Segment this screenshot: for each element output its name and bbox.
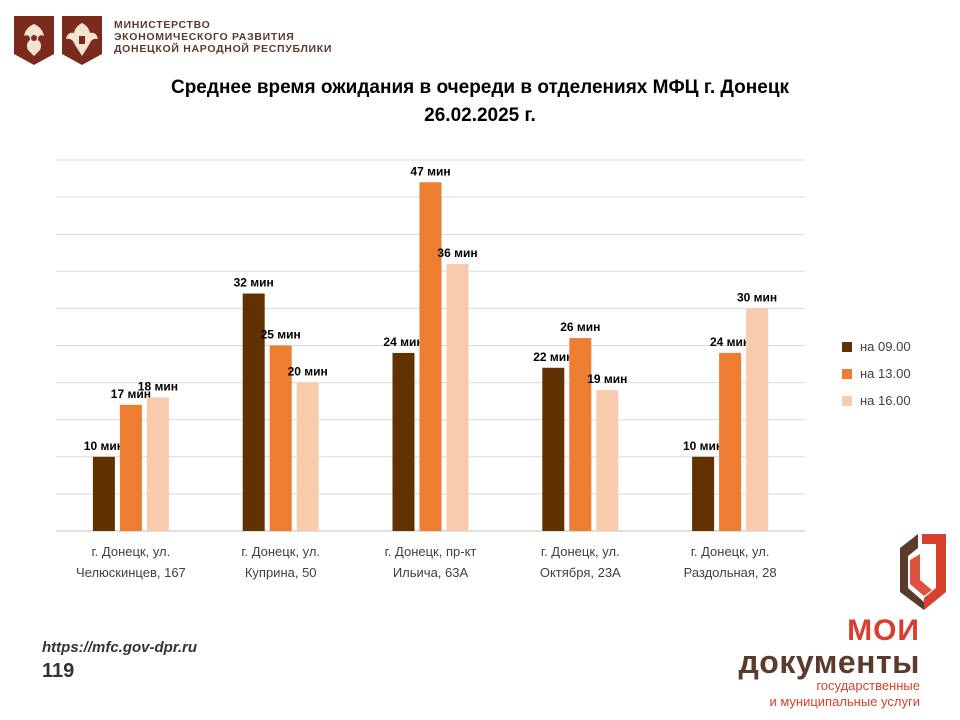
data-label: 36 мин — [437, 246, 477, 260]
header: МИНИСТЕРСТВО ЭКОНОМИЧЕСКОГО РАЗВИТИЯ ДОН… — [12, 14, 332, 68]
ministry-name: МИНИСТЕРСТВО ЭКОНОМИЧЕСКОГО РАЗВИТИЯ ДОН… — [114, 19, 332, 55]
bar — [242, 293, 265, 531]
legend-label-1300: на 13.00 — [860, 366, 911, 381]
category-label: Куприна, 50 — [245, 565, 317, 580]
data-label: 25 мин — [261, 328, 301, 342]
data-label: 32 мин — [234, 276, 274, 290]
category-label: Ильича, 63А — [393, 565, 469, 580]
data-label: 30 мин — [737, 290, 777, 304]
brand-line-1: МОИ — [847, 614, 920, 647]
bar — [569, 338, 592, 531]
legend-item-0900: на 09.00 — [842, 333, 911, 360]
data-label: 19 мин — [587, 372, 627, 386]
bar — [746, 308, 769, 531]
moi-dokumenty-logo-icon — [900, 534, 946, 610]
data-label: 10 мин — [683, 439, 723, 453]
category-label: Октября, 23А — [540, 565, 621, 580]
bar — [542, 367, 565, 531]
data-label: 10 мин — [84, 439, 124, 453]
category-label: г. Донецк, ул. — [691, 544, 770, 559]
bar — [119, 404, 142, 531]
category-label: Челюскинцев, 167 — [76, 565, 186, 580]
chart-title: Среднее время ожидания в очереди в отдел… — [0, 74, 960, 130]
category-label: г. Донецк, пр-кт — [385, 544, 477, 559]
bar — [719, 352, 742, 531]
data-label: 17 мин — [111, 387, 151, 401]
bar — [419, 182, 442, 531]
data-label: 47 мин — [410, 164, 450, 178]
legend-swatch-1300 — [842, 368, 852, 379]
legend-swatch-0900 — [842, 341, 852, 352]
brand-block: МОИ документы государственные и муниципа… — [738, 616, 920, 710]
brand-line-4: и муниципальные услуги — [769, 694, 920, 709]
legend-label-1600: на 16.00 — [860, 393, 911, 408]
data-label: 24 мин — [383, 335, 423, 349]
data-label: 18 мин — [138, 379, 178, 393]
ministry-line-2: ЭКОНОМИЧЕСКОГО РАЗВИТИЯ — [114, 31, 295, 43]
bar — [446, 263, 469, 531]
page-number: 119 — [42, 660, 75, 682]
legend-item-1300: на 13.00 — [842, 360, 911, 387]
chart-title-line-1: Среднее время ожидания в очереди в отдел… — [170, 77, 790, 98]
bar — [146, 397, 169, 531]
legend-swatch-1600 — [842, 395, 852, 406]
legend: на 09.00 на 13.00 на 16.00 — [842, 333, 911, 414]
data-label: 20 мин — [288, 365, 328, 379]
bar — [392, 352, 415, 531]
category-label: г. Донецк, ул. — [541, 544, 620, 559]
bar — [296, 382, 319, 531]
data-label: 22 мин — [533, 350, 573, 364]
data-label: 26 мин — [560, 320, 600, 334]
chart-title-line-2: 26.02.2025 г. — [424, 105, 536, 126]
legend-item-1600: на 16.00 — [842, 387, 911, 414]
category-label: г. Донецк, ул. — [241, 544, 320, 559]
brand-line-2: документы — [738, 644, 920, 680]
category-label: г. Донецк, ул. — [92, 544, 171, 559]
data-label: 24 мин — [710, 335, 750, 349]
bar — [269, 345, 292, 531]
bar — [692, 456, 715, 531]
bar — [596, 390, 619, 531]
category-label: Раздольная, 28 — [684, 565, 777, 580]
brand-line-3: государственные — [816, 678, 920, 693]
legend-label-0900: на 09.00 — [860, 339, 911, 354]
bar — [92, 456, 115, 531]
russia-emblem-icon — [14, 16, 54, 65]
ministry-line-1: МИНИСТЕРСТВО — [114, 19, 211, 31]
website-link[interactable]: https://mfc.gov-dpr.ru — [42, 639, 197, 656]
ministry-line-3: ДОНЕЦКОЙ НАРОДНОЙ РЕСПУБЛИКИ — [114, 43, 333, 55]
dpr-emblem-icon — [62, 16, 102, 65]
